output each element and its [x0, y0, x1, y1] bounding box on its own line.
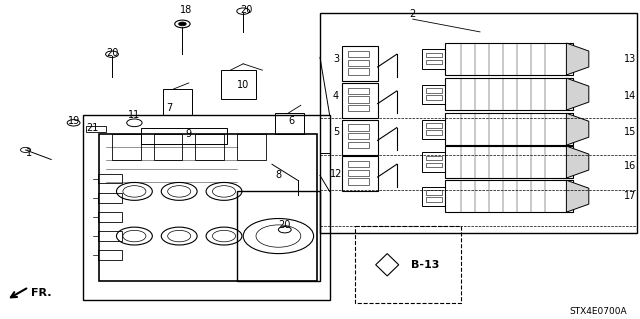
Text: 10: 10	[237, 79, 250, 90]
Text: 17: 17	[624, 191, 637, 201]
Text: 9: 9	[186, 129, 192, 139]
Text: 2: 2	[410, 9, 416, 19]
Text: 14: 14	[624, 91, 637, 101]
Polygon shape	[566, 180, 589, 212]
Polygon shape	[566, 43, 589, 75]
Text: 19: 19	[67, 116, 80, 126]
Text: 3: 3	[333, 54, 339, 64]
Text: 20: 20	[240, 4, 253, 15]
Text: 21: 21	[86, 122, 99, 133]
Polygon shape	[566, 78, 589, 110]
Text: 12: 12	[330, 169, 342, 179]
Text: 4: 4	[333, 91, 339, 101]
Polygon shape	[566, 113, 589, 145]
Text: 13: 13	[624, 54, 637, 64]
Text: 7: 7	[166, 103, 173, 114]
Text: 20: 20	[278, 220, 291, 230]
Text: 20: 20	[106, 48, 118, 58]
Text: 8: 8	[275, 170, 282, 181]
Text: STX4E0700A: STX4E0700A	[570, 307, 627, 315]
Text: 5: 5	[333, 127, 339, 137]
Text: B-13: B-13	[412, 260, 440, 270]
Text: 18: 18	[179, 4, 192, 15]
Text: 11: 11	[128, 110, 141, 120]
Text: FR.: FR.	[31, 288, 52, 299]
Text: 15: 15	[624, 127, 637, 137]
Text: 6: 6	[288, 116, 294, 126]
Text: 1: 1	[26, 148, 32, 158]
Circle shape	[179, 22, 186, 26]
Polygon shape	[566, 146, 589, 178]
Text: 16: 16	[624, 161, 637, 171]
